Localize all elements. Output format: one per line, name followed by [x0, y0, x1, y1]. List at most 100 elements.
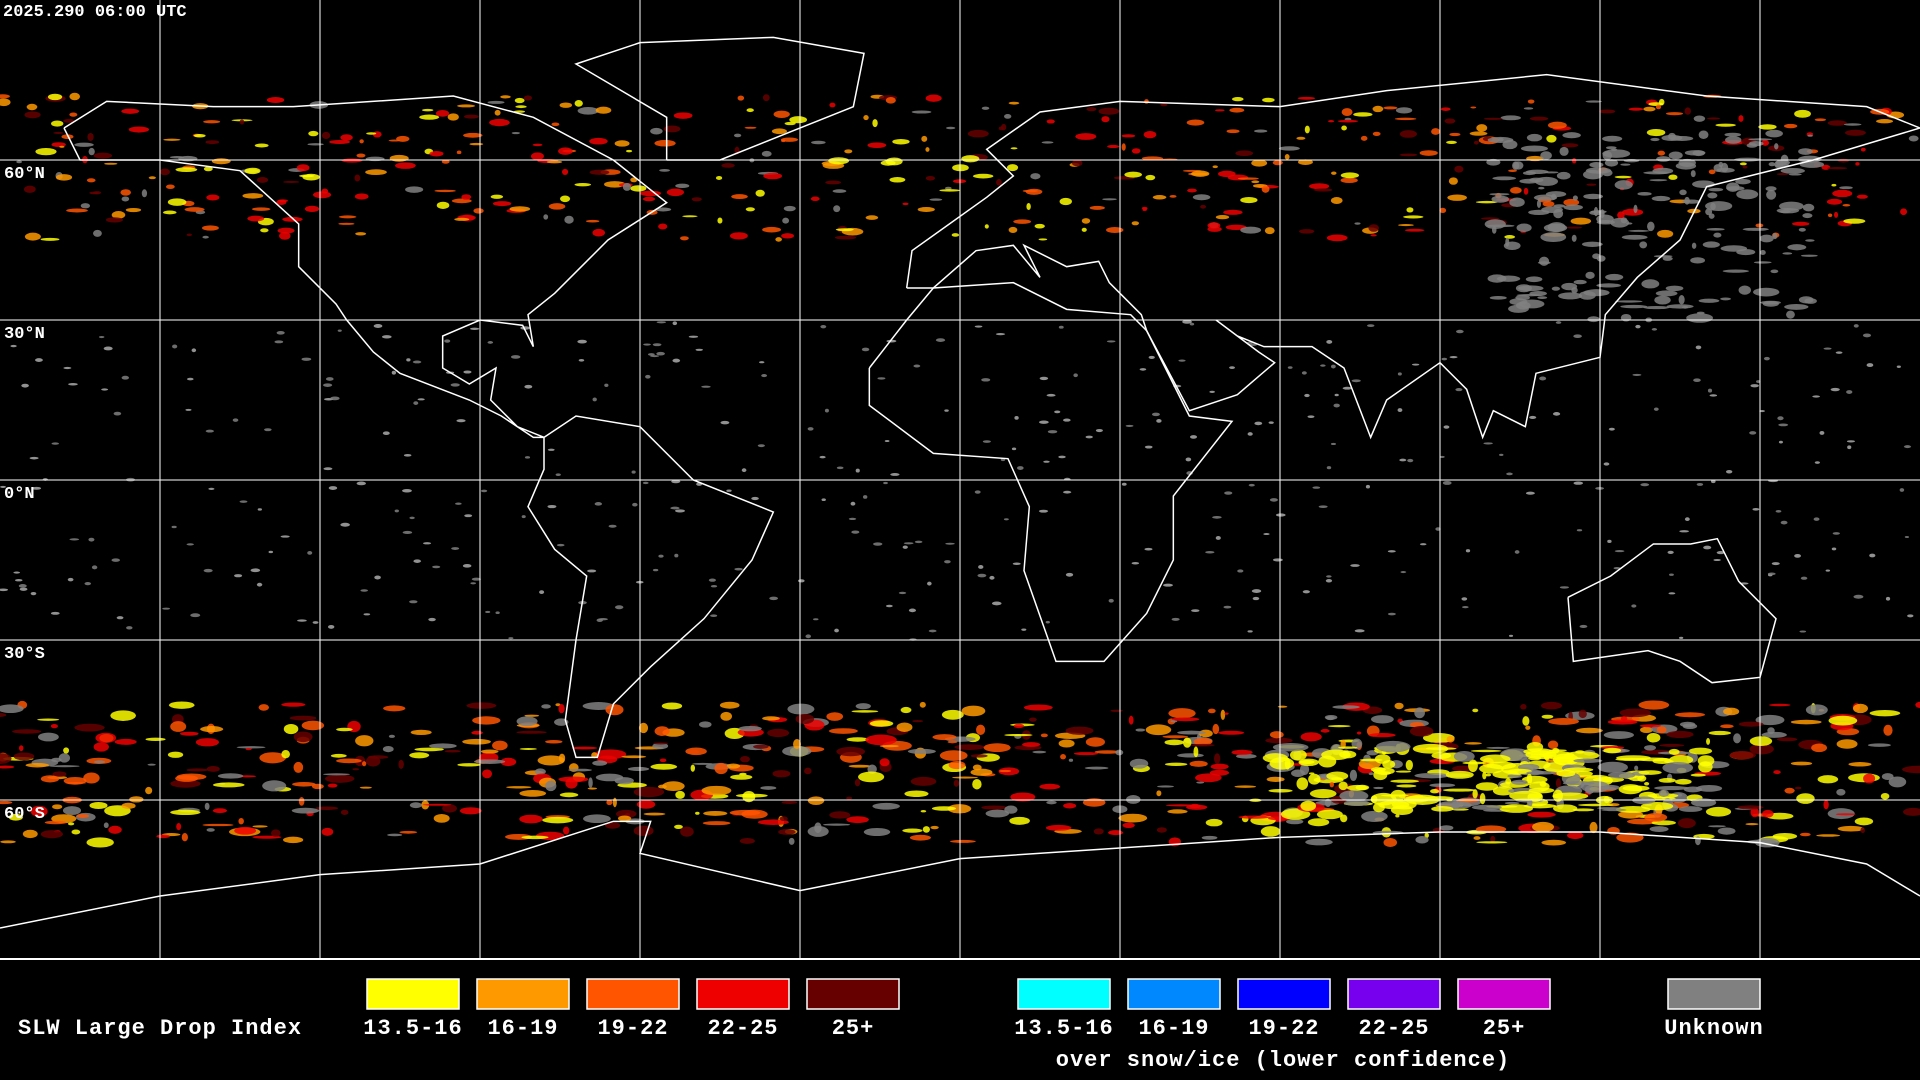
- cloud-patch: [556, 543, 565, 547]
- legend-swatch: [1667, 978, 1761, 1010]
- cloud-patch: [298, 797, 305, 806]
- cloud-patch: [1073, 373, 1078, 378]
- cloud-patch: [1883, 724, 1893, 736]
- cloud-patch: [1678, 636, 1684, 639]
- cloud-patch: [1780, 167, 1805, 174]
- cloud-patch: [1635, 757, 1671, 762]
- cloud-patch: [822, 823, 851, 826]
- cloud-patch: [1470, 749, 1502, 753]
- cloud-patch: [1854, 817, 1874, 826]
- cloud-patch: [1224, 491, 1233, 495]
- cloud-patch: [457, 763, 481, 767]
- legend-swatch: [586, 978, 680, 1010]
- cloud-patch: [1298, 159, 1313, 165]
- cloud-patch: [1234, 785, 1257, 788]
- cloud-patch: [1608, 427, 1615, 431]
- cloud-patch: [1131, 561, 1140, 565]
- cloud-patch: [826, 712, 844, 721]
- cloud-patch: [738, 725, 762, 732]
- cloud-patch: [745, 207, 755, 212]
- cloud-patch: [911, 110, 932, 114]
- cloud-patch: [1464, 742, 1482, 745]
- cloud-patch: [469, 327, 480, 330]
- cloud-patch: [1605, 146, 1617, 150]
- cloud-patch: [25, 762, 49, 768]
- cloud-patch: [1776, 172, 1789, 176]
- cloud-patch: [954, 744, 985, 750]
- cloud-patch: [1482, 771, 1487, 780]
- cloud-patch: [869, 720, 894, 727]
- cloud-patch: [972, 778, 982, 790]
- cloud-patch: [1833, 211, 1839, 218]
- legend-label: Unknown: [1664, 1016, 1763, 1041]
- cloud-patch: [945, 542, 955, 545]
- cloud-patch: [717, 217, 723, 224]
- cloud-patch: [203, 120, 221, 124]
- cloud-patch: [1325, 578, 1333, 583]
- cloud-patch: [545, 740, 563, 744]
- cloud-patch: [1492, 786, 1514, 796]
- cloud-patch: [1600, 808, 1627, 812]
- cloud-patch: [202, 823, 234, 827]
- cloud-patch: [1121, 143, 1126, 151]
- cloud-patch: [1527, 99, 1535, 104]
- cloud-patch: [775, 237, 782, 242]
- cloud-patch: [1682, 199, 1701, 204]
- cloud-patch: [1022, 742, 1041, 747]
- cloud-patch: [473, 208, 484, 214]
- cloud-patch: [1658, 789, 1670, 798]
- cloud-patch: [555, 703, 561, 707]
- cloud-patch: [1143, 131, 1157, 139]
- cloud-patch: [1812, 395, 1821, 398]
- cloud-patch: [1187, 188, 1197, 193]
- cloud-patch: [1326, 575, 1332, 578]
- cloud-patch: [1486, 158, 1501, 166]
- cloud-patch: [908, 608, 917, 613]
- cloud-patch: [1475, 825, 1507, 834]
- cloud-patch: [1705, 201, 1733, 211]
- cloud-patch: [1558, 292, 1583, 300]
- cloud-patch: [604, 822, 621, 829]
- cloud-patch: [578, 359, 585, 362]
- cloud-patch: [1469, 131, 1488, 136]
- cloud-patch: [1395, 814, 1400, 818]
- cloud-patch: [374, 575, 381, 580]
- cloud-patch: [1367, 324, 1375, 327]
- cloud-patch: [761, 150, 772, 157]
- cloud-patch: [645, 374, 651, 379]
- cloud-patch: [1706, 228, 1725, 231]
- cloud-patch: [336, 758, 362, 764]
- cloud-patch: [500, 757, 517, 767]
- cloud-patch: [14, 579, 23, 582]
- cloud-patch: [455, 502, 462, 505]
- cloud-patch: [1631, 604, 1637, 608]
- cloud-patch: [1471, 804, 1502, 810]
- cloud-patch: [462, 738, 491, 745]
- cloud-patch: [995, 333, 1006, 336]
- cloud-patch: [588, 777, 593, 789]
- cloud-patch: [456, 150, 462, 155]
- cloud-patch: [308, 130, 319, 137]
- cloud-patch: [1563, 767, 1594, 773]
- cloud-patch: [1696, 311, 1705, 315]
- cloud-patch: [312, 621, 319, 624]
- cloud-patch: [1017, 466, 1024, 470]
- cloud-patch: [1472, 708, 1479, 713]
- cloud-patch: [1869, 710, 1901, 717]
- cloud-patch: [1597, 761, 1628, 773]
- cloud-patch: [1553, 804, 1578, 813]
- cloud-patch: [701, 785, 732, 796]
- cloud-patch: [1540, 701, 1562, 710]
- cloud-patch: [205, 140, 220, 145]
- cloud-patch: [589, 169, 610, 175]
- cloud-patch: [1542, 200, 1555, 207]
- cloud-patch: [836, 746, 866, 757]
- cloud-patch: [436, 201, 450, 209]
- cloud-patch: [383, 705, 406, 712]
- cloud-patch: [1505, 778, 1512, 785]
- cloud-patch: [1387, 550, 1396, 553]
- cloud-patch: [1596, 255, 1606, 262]
- cloud-patch: [121, 108, 140, 114]
- cloud-patch: [1695, 345, 1702, 350]
- cloud-patch: [631, 470, 636, 474]
